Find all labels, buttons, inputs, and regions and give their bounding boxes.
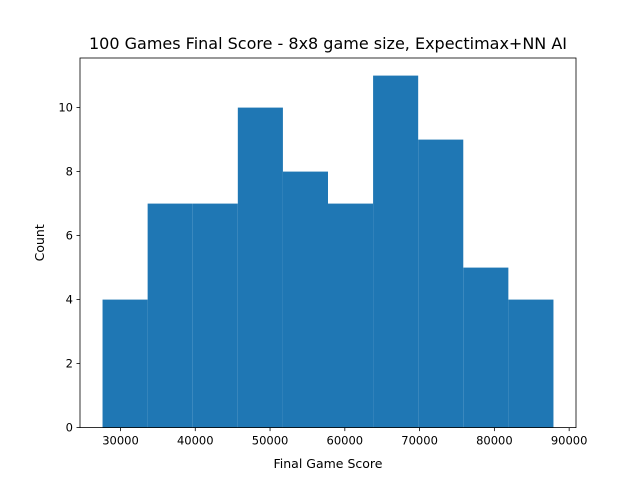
y-tick-label: 0 <box>66 421 73 435</box>
histogram-bar <box>463 267 509 428</box>
plot-frame <box>79 57 577 429</box>
y-tick-label: 6 <box>66 229 73 243</box>
x-axis-ticks: 30000 40000 50000 60000 70000 80000 90000 <box>102 427 588 448</box>
y-tick-label: 2 <box>66 357 73 371</box>
x-tick-label: 80000 <box>476 434 513 448</box>
x-tick-label: 40000 <box>177 434 214 448</box>
histogram-bar <box>328 203 374 428</box>
histogram-bar <box>373 75 419 428</box>
y-axis-ticks: 0 2 4 6 8 10 <box>58 101 80 435</box>
histogram-bar <box>102 299 148 428</box>
histogram-bar <box>237 107 283 428</box>
x-tick-label: 50000 <box>252 434 289 448</box>
y-tick-label: 8 <box>66 165 73 179</box>
x-tick-label: 30000 <box>102 434 139 448</box>
histogram-bar <box>147 203 193 428</box>
y-tick-label: 10 <box>58 101 73 115</box>
chart-title: 100 Games Final Score - 8x8 game size, E… <box>89 34 567 53</box>
y-tick-label: 4 <box>66 293 73 307</box>
histogram-bars <box>102 75 554 428</box>
histogram-bar <box>508 299 554 428</box>
histogram-bar <box>418 139 464 428</box>
x-tick-label: 90000 <box>551 434 588 448</box>
x-tick-label: 60000 <box>327 434 364 448</box>
x-axis-label: Final Game Score <box>274 456 383 471</box>
histogram-bar <box>282 171 328 428</box>
y-axis-label: Count <box>32 224 47 261</box>
histogram-bar <box>192 203 238 428</box>
x-tick-label: 70000 <box>401 434 438 448</box>
